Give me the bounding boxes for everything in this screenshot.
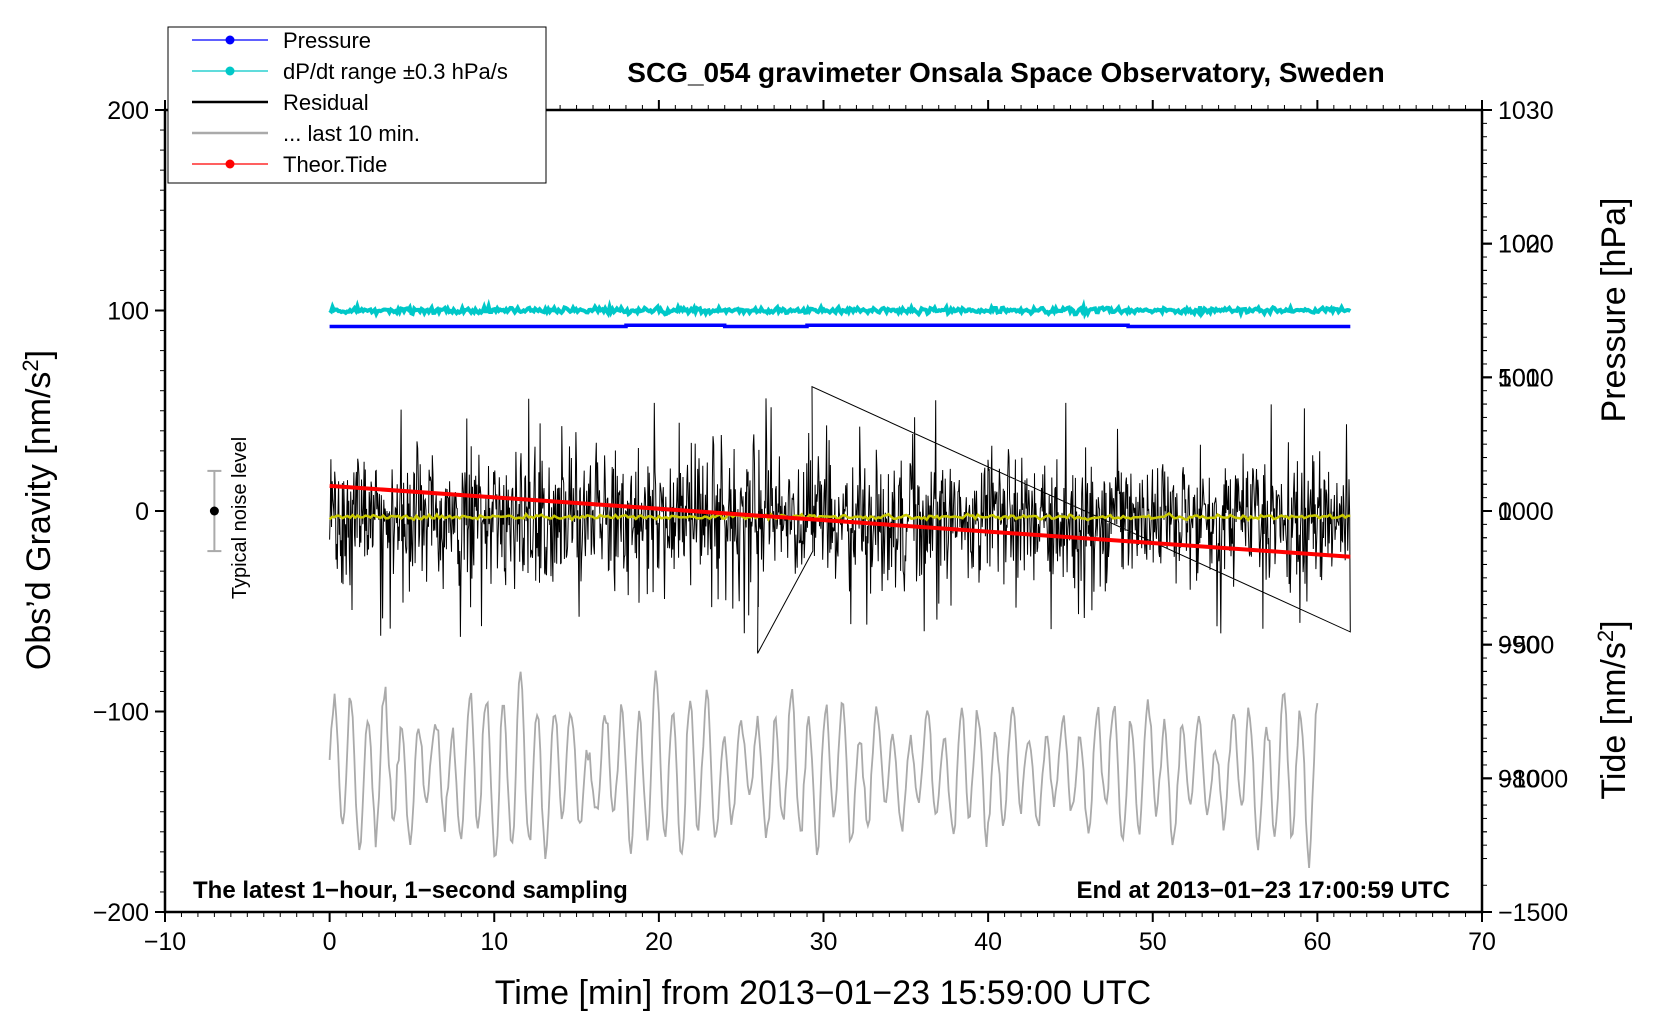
end-time-note: End at 2013−01−23 17:00:59 UTC bbox=[1076, 877, 1450, 904]
tide-tick-label: −1000 bbox=[1498, 765, 1568, 793]
legend: Pressure dP/dt range ±0.3 hPa/s Residual..… bbox=[167, 26, 547, 184]
x-tick-label: 70 bbox=[1468, 928, 1496, 956]
tide-axis-title-exp: 2 bbox=[1593, 630, 1618, 642]
y-axis-title: Obs’d Gravity [nm/s2] bbox=[18, 350, 58, 670]
x-tick-label: 60 bbox=[1303, 928, 1331, 956]
y-tick-label: 200 bbox=[107, 97, 149, 125]
tide-axis-title-text: Tide [nm/s bbox=[1595, 642, 1633, 799]
x-tick-label: −10 bbox=[144, 928, 186, 956]
last-10min-line bbox=[328, 670, 1319, 868]
noise-level-label: Typical noise level bbox=[229, 437, 251, 599]
y-axis-title-exp: 2 bbox=[18, 359, 43, 371]
tide-tick-label: 0 bbox=[1498, 498, 1512, 526]
x-tick-label: 0 bbox=[323, 928, 337, 956]
x-axis: −10 0 10 20 30 40 50 60 70 bbox=[144, 100, 1496, 956]
pressure-tick-label: 1000 bbox=[1498, 498, 1554, 526]
x-tick-label: 40 bbox=[974, 928, 1002, 956]
y-axis-title-tail: ] bbox=[20, 350, 58, 359]
tide-tick-label: −500 bbox=[1498, 632, 1554, 660]
x-tick-label: 20 bbox=[645, 928, 673, 956]
pressure-tick-label: 1010 bbox=[1498, 364, 1554, 392]
legend-label: ... last 10 min. bbox=[283, 121, 420, 146]
series-layer bbox=[328, 298, 1352, 868]
pressure-tick-label: 1030 bbox=[1498, 97, 1554, 125]
sampling-note: The latest 1−hour, 1−second sampling bbox=[193, 877, 628, 904]
tide-axis-title-tail: ] bbox=[1595, 620, 1633, 629]
y-axis-title-text: Obs’d Gravity [nm/s bbox=[20, 372, 58, 671]
noise-level-bar bbox=[207, 469, 222, 553]
y-axis-pressure: 980 990 1000 1010 1020 1030 bbox=[1482, 97, 1554, 846]
residual-smoothed-line bbox=[328, 511, 1351, 522]
legend-label: dP/dt range ±0.3 hPa/s bbox=[283, 59, 508, 84]
tide-tick-label: 500 bbox=[1498, 364, 1540, 392]
y-axis-tide: −1500 −1000 −500 0 500 1000 bbox=[1482, 189, 1568, 927]
x-tick-label: 50 bbox=[1139, 928, 1167, 956]
legend-label: Theor.Tide bbox=[283, 152, 387, 177]
x-axis-title: Time [min] from 2013−01−23 15:59:00 UTC bbox=[495, 974, 1151, 1012]
y-tick-label: 0 bbox=[135, 498, 149, 526]
noise-bar-dot bbox=[209, 506, 219, 516]
dpdt-line bbox=[328, 298, 1352, 320]
legend-marker bbox=[225, 159, 235, 169]
y-axis-gravity: −200 −100 0 100 200 bbox=[93, 97, 165, 927]
x-tick-label: 30 bbox=[810, 928, 838, 956]
tide-tick-label: −1500 bbox=[1498, 899, 1568, 927]
legend-label: Residual bbox=[283, 90, 369, 115]
legend-box bbox=[167, 26, 547, 184]
legend-marker bbox=[225, 35, 235, 45]
pressure-axis-title: Pressure [hPa] bbox=[1595, 198, 1633, 423]
y-tick-label: 100 bbox=[107, 298, 149, 326]
pressure-tick-label: 1020 bbox=[1498, 231, 1554, 259]
chart-title: SCG_054 gravimeter Onsala Space Observat… bbox=[627, 57, 1384, 88]
tide-axis-title: Tide [nm/s2] bbox=[1593, 620, 1633, 799]
y-tick-label: −100 bbox=[93, 699, 149, 727]
pressure-line bbox=[329, 323, 1351, 329]
pressure-tick-label: 980 bbox=[1498, 765, 1540, 793]
tide-tick-label: 1000 bbox=[1498, 231, 1554, 259]
legend-label: Pressure bbox=[283, 28, 371, 53]
legend-marker bbox=[225, 66, 235, 76]
pressure-tick-label: 990 bbox=[1498, 632, 1540, 660]
theor-tide-line bbox=[329, 483, 1351, 559]
x-tick-label: 10 bbox=[480, 928, 508, 956]
y-tick-label: −200 bbox=[93, 899, 149, 927]
